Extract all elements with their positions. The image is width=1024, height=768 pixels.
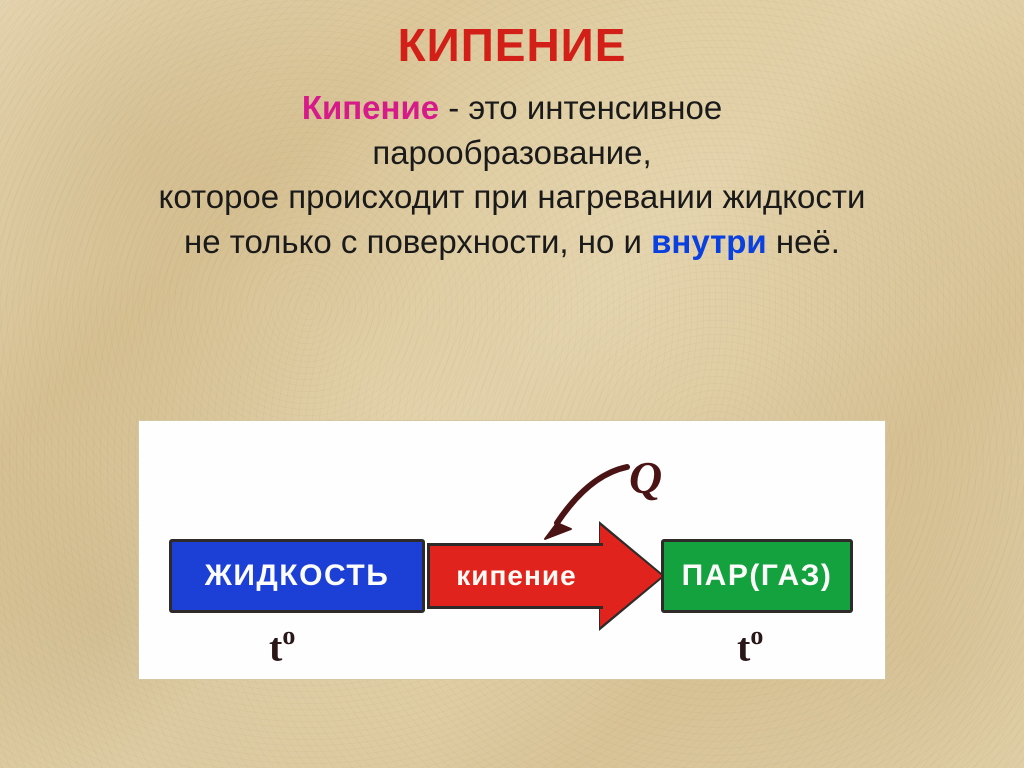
definition-line-4: не только с поверхности, но и внутри неё… xyxy=(0,220,1024,265)
edge-label: кипение xyxy=(456,560,576,592)
inside-word: внутри xyxy=(651,223,767,260)
arrow-shaft: кипение xyxy=(427,543,603,609)
temp-label-left: to xyxy=(269,623,295,670)
temp-label-right: to xyxy=(737,623,763,670)
title-text: КИПЕНИЕ xyxy=(398,19,627,71)
node-liquid-label: ЖИДКОСТЬ xyxy=(205,559,390,593)
definition-block: Кипение - это интенсивное парообразовани… xyxy=(0,86,1024,264)
slide-content: КИПЕНИЕ Кипение - это интенсивное парооб… xyxy=(0,0,1024,768)
definition-line-1: Кипение - это интенсивное xyxy=(0,86,1024,131)
node-gas: ПАР(ГАЗ) xyxy=(661,539,853,613)
t-letter-left: t xyxy=(269,624,282,669)
definition-line-2: парообразование, xyxy=(0,131,1024,176)
edge-boiling: кипение xyxy=(427,537,661,615)
node-gas-label: ПАР(ГАЗ) xyxy=(682,559,833,593)
t-sup-right: o xyxy=(750,621,763,650)
heat-arrow-icon xyxy=(531,457,641,547)
t-letter-right: t xyxy=(737,624,750,669)
slide-title: КИПЕНИЕ xyxy=(0,18,1024,72)
def-l4a: не только с поверхности, но и xyxy=(184,223,651,260)
definition-line-3: которое происходит при нагревании жидкос… xyxy=(0,175,1024,220)
diagram-canvas: ЖИДКОСТЬ кипение ПАР(ГАЗ) Q to xyxy=(138,420,886,680)
t-sup-left: o xyxy=(282,621,295,650)
diagram: ЖИДКОСТЬ кипение ПАР(ГАЗ) Q to xyxy=(152,400,872,680)
def-l4b: неё. xyxy=(767,223,840,260)
node-liquid: ЖИДКОСТЬ xyxy=(169,539,425,613)
term-word: Кипение xyxy=(302,89,439,126)
def-l1-after: - это интенсивное xyxy=(439,89,722,126)
